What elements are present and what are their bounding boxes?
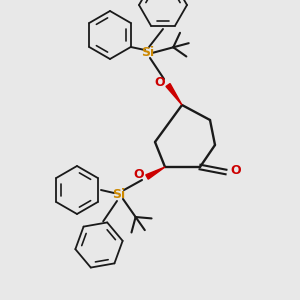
Text: Si: Si bbox=[141, 46, 154, 59]
Polygon shape bbox=[146, 167, 165, 179]
Text: O: O bbox=[134, 169, 144, 182]
Text: O: O bbox=[155, 76, 165, 89]
Text: O: O bbox=[230, 164, 241, 178]
Text: Si: Si bbox=[112, 188, 126, 202]
Polygon shape bbox=[166, 84, 182, 105]
